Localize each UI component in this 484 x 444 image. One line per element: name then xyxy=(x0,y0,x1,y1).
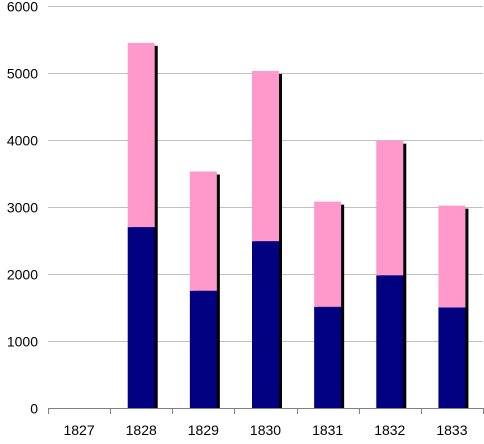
x-tick-label-1830: 1830 xyxy=(250,422,281,438)
x-tick-label-1827: 1827 xyxy=(63,422,94,438)
bar-1831-segment-2 xyxy=(314,201,342,307)
bar-1828-segment-2 xyxy=(127,42,155,228)
y-tick-label-1000: 1000 xyxy=(7,334,38,350)
x-tick-label-1832: 1832 xyxy=(374,422,405,438)
tick-labels: 0 1000 2000 3000 4000 5000 6000 1827 1828 1829 183… xyxy=(7,0,468,438)
bars xyxy=(127,42,469,409)
bar-1830-segment-1 xyxy=(252,241,279,408)
bar-1833-segment-1 xyxy=(438,307,466,408)
y-tick-label-0: 0 xyxy=(30,401,38,417)
bar-1829-segment-2 xyxy=(189,171,217,291)
bar-1832-segment-1 xyxy=(376,275,404,408)
bar-1829-segment-1 xyxy=(189,290,217,408)
y-tick-label-2000: 2000 xyxy=(7,267,38,283)
bar-1830-segment-2 xyxy=(252,70,279,242)
bar-1831-segment-1 xyxy=(314,306,342,408)
axes xyxy=(48,408,484,414)
x-tick-label-1833: 1833 xyxy=(436,422,467,438)
x-tick-label-1831: 1831 xyxy=(312,422,343,438)
bar-1833-segment-2 xyxy=(438,205,466,308)
bar-1832-segment-2 xyxy=(376,140,404,276)
y-tick-label-4000: 4000 xyxy=(7,133,38,149)
bar-1828-segment-1 xyxy=(127,227,155,408)
y-tick-label-6000: 6000 xyxy=(7,0,38,15)
y-tick-label-5000: 5000 xyxy=(7,66,38,82)
x-tick-label-1829: 1829 xyxy=(188,422,219,438)
x-tick-label-1828: 1828 xyxy=(126,422,157,438)
y-tick-label-3000: 3000 xyxy=(7,200,38,216)
